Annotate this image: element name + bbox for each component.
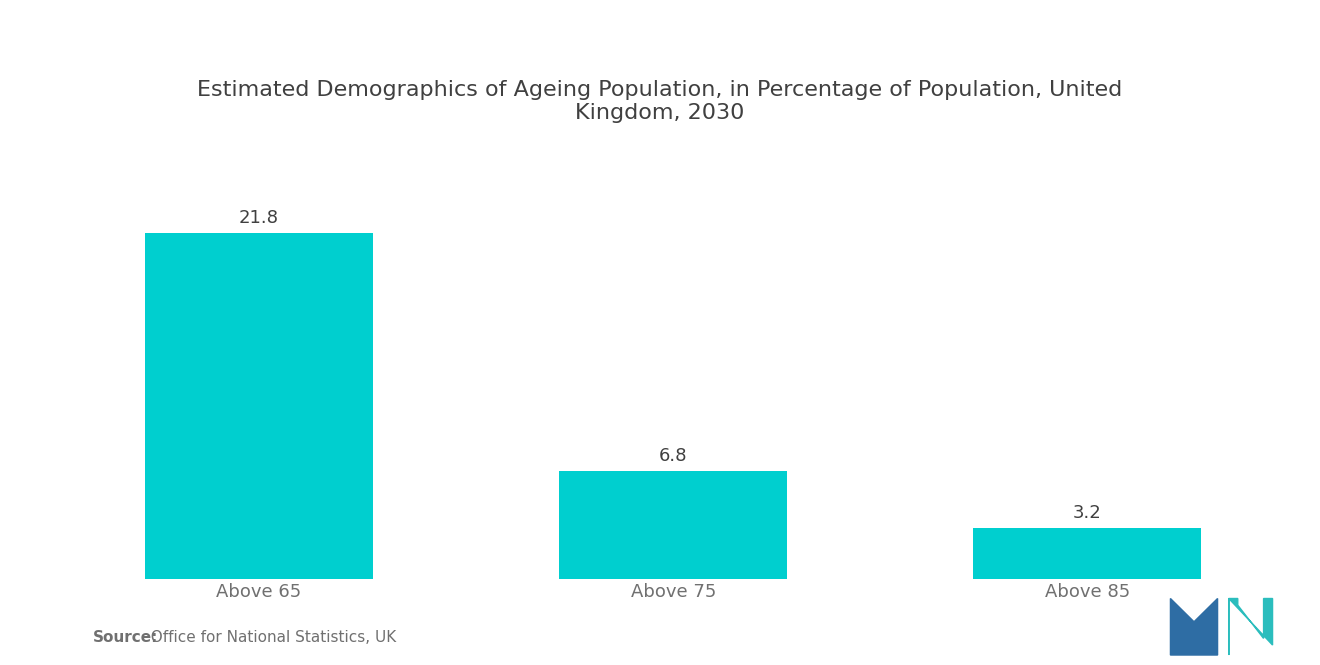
Text: 21.8: 21.8 <box>239 209 279 227</box>
Polygon shape <box>1229 598 1272 655</box>
Text: Source:: Source: <box>92 630 158 645</box>
Polygon shape <box>1171 598 1217 655</box>
Text: Office for National Statistics, UK: Office for National Statistics, UK <box>141 630 396 645</box>
Bar <box>145 233 374 579</box>
Text: 3.2: 3.2 <box>1073 504 1102 522</box>
Bar <box>560 471 787 579</box>
Bar <box>973 528 1201 579</box>
Text: 6.8: 6.8 <box>659 447 688 466</box>
Text: Estimated Demographics of Ageing Population, in Percentage of Population, United: Estimated Demographics of Ageing Populat… <box>198 80 1122 123</box>
